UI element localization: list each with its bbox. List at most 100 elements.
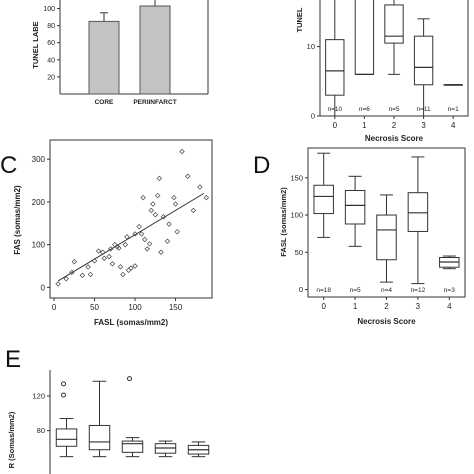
box [313,184,334,215]
panel-e: E 80 120 R (Somas/mm2) [5,346,210,474]
y-axis-label: FAS (somas/mm2) [13,185,22,255]
data-point [174,229,180,235]
box [407,192,429,232]
data-point [106,253,112,260]
outlier [61,392,66,398]
box [88,424,111,451]
box [376,214,397,261]
x-tick-label: 0 [52,303,57,312]
data-point [63,276,69,282]
data-point [117,264,124,270]
y-tick-label: 60 [47,40,55,47]
data-point [71,259,77,265]
y-tick-label: 100 [32,241,46,250]
data-point [164,238,171,244]
x-axis-label: FASL (somas/mm2) [94,318,168,327]
y-tick-label: 40 [47,57,55,64]
data-point [95,248,102,254]
data-point [109,261,116,267]
x-tick-label: 3 [421,121,426,130]
x-tick-label: 150 [169,303,183,312]
x-tick-label: 0 [333,121,338,130]
data-point [190,207,197,214]
box [121,440,144,453]
y-tick-label: 120 [32,392,45,401]
data-point [166,221,172,227]
y-tick-label: 100 [43,6,55,13]
data-point [99,249,106,256]
box [344,189,366,225]
panel-label-d: D [253,152,270,179]
data-point [197,184,203,190]
y-tick-label: 0 [299,285,303,294]
data-point [55,281,61,287]
x-tick-label: 1 [353,302,358,311]
n-label: n=1 [448,106,459,113]
panel-b: 0 10 TUNEL 0 n=10 1 n=6 2 n=5 3 n=11 4 n=1 Necrosis S… [295,0,469,143]
plot-frame [49,139,213,299]
y-axis-label: R (Somas/mm2) [7,411,16,468]
box [325,39,345,96]
data-point [122,241,129,248]
outlier [127,376,132,382]
panel-label-e: E [5,346,21,373]
data-point [128,265,134,271]
x-tick-label: CORE [95,99,114,106]
x-tick-label: 2 [392,121,397,130]
y-tick-label: 150 [290,173,303,182]
data-point [124,234,130,240]
n-label: n=6 [359,106,370,113]
y-tick-label: 10 [307,42,315,51]
x-tick-label: 0 [321,302,326,311]
y-tick-label: 200 [32,198,46,207]
data-point [91,258,98,264]
n-label: n=18 [316,287,331,294]
data-point [132,263,138,269]
n-label: n=5 [350,287,361,294]
y-tick-label: 80 [47,23,55,30]
data-point [160,214,167,220]
x-tick-label: 3 [416,302,421,311]
x-axis-label: Necrosis Score [357,317,416,326]
bar [139,5,171,95]
panel-a: 20 40 60 80 100 TUNEL LABE CORE PERIINFARCT [31,0,209,106]
n-label: n=11 [417,106,432,113]
data-point [146,241,153,247]
data-point [87,271,94,278]
y-tick-label: 0 [311,112,315,121]
n-label: n=10 [327,106,342,113]
data-point [69,269,75,276]
data-point [158,249,164,256]
data-point [172,201,179,207]
data-point [152,212,158,218]
y-tick-label: 50 [295,248,303,257]
y-tick-label: 0 [41,283,46,292]
y-tick-label: 20 [47,74,55,81]
data-point [150,201,156,207]
data-point [85,264,91,270]
y-axis-label: TUNEL LABE [31,21,40,68]
x-tick-label: 1 [362,121,367,130]
n-label: n=3 [444,287,455,294]
box [413,35,434,86]
data-point [125,267,132,273]
y-tick-label: 100 [290,211,303,220]
data-point [156,175,163,182]
x-axis-label: Necrosis Score [365,134,424,143]
y-tick-label: 80 [37,426,45,435]
data-point [171,194,177,201]
data-point [116,245,122,251]
data-point [101,255,107,261]
y-axis-label: FASL (somas/mm2) [279,187,288,257]
data-point [132,231,138,237]
data-point [138,231,145,237]
box [55,428,78,447]
y-tick-label: 300 [32,155,46,164]
bar [88,20,120,95]
n-label: n=5 [388,106,399,113]
outlier [61,381,66,387]
n-label: n=12 [411,287,426,294]
data-point [203,194,210,201]
